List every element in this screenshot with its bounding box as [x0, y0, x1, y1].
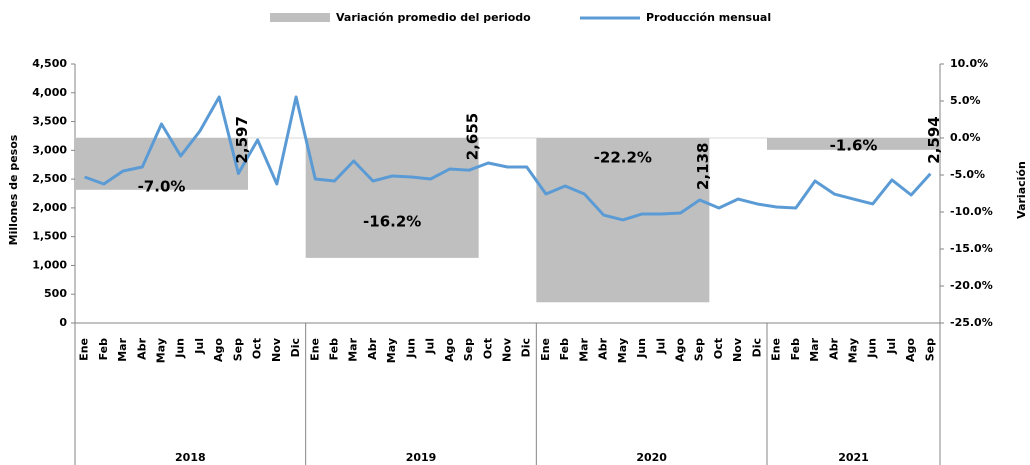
legend-swatch — [270, 13, 330, 22]
x-tick-label: Feb — [558, 338, 571, 361]
x-tick-label: Ago — [674, 338, 687, 362]
y2-tick-label: -20.0% — [950, 279, 993, 292]
x-tick-label: Ene — [78, 338, 91, 361]
x-tick-label: Jun — [866, 338, 879, 359]
y2-tick-label: 5.0% — [950, 94, 981, 107]
x-tick-label: Oct — [481, 338, 494, 359]
line-value-label: 2,655 — [464, 113, 482, 160]
legend-label: Producción mensual — [646, 11, 771, 24]
y-tick-label: 3,000 — [32, 143, 67, 156]
x-tick-label: Abr — [366, 337, 379, 359]
x-tick-label: Jul — [654, 338, 667, 355]
y2-tick-label: -15.0% — [950, 242, 993, 255]
x-tick-label: May — [847, 338, 860, 363]
bar-value-label: -7.0% — [138, 177, 186, 195]
bar — [305, 138, 479, 258]
x-tick-label: Feb — [97, 338, 110, 361]
x-tick-label: Sep — [923, 338, 936, 361]
line-value-label: 2,138 — [694, 142, 712, 189]
x-tick-label: Jun — [404, 338, 417, 359]
y-tick-label: 1,500 — [32, 230, 67, 243]
x-tick-label: Oct — [712, 338, 725, 359]
x-tick-label: Jun — [174, 338, 187, 359]
year-label: 2019 — [406, 451, 437, 464]
x-tick-label: Feb — [328, 338, 341, 361]
year-label: 2018 — [175, 451, 206, 464]
y-tick-label: 2,000 — [32, 201, 67, 214]
x-tick-label: Jul — [193, 338, 206, 355]
x-tick-label: Ago — [443, 338, 456, 362]
x-tick-label: Abr — [827, 337, 840, 359]
x-tick-label: Abr — [597, 337, 610, 359]
x-tick-label: Ene — [770, 338, 783, 361]
bar-value-label: -1.6% — [830, 137, 878, 155]
x-tick-label: Mar — [808, 337, 821, 361]
x-tick-label: Dic — [289, 338, 302, 357]
x-tick-label: Nov — [731, 337, 744, 362]
x-tick-label: Ago — [212, 338, 225, 362]
x-tick-label: Mar — [347, 337, 360, 361]
line-value-label: 2,597 — [233, 116, 251, 163]
y-tick-label: 4,500 — [32, 57, 67, 70]
x-tick-label: Dic — [520, 338, 533, 357]
legend-label: Variación promedio del periodo — [336, 11, 531, 24]
x-tick-label: Ene — [308, 338, 321, 361]
line-series — [84, 95, 932, 222]
x-tick-label: Nov — [270, 337, 283, 362]
x-tick-label: Nov — [501, 337, 514, 362]
y-tick-label: 500 — [44, 287, 67, 300]
year-label: 2021 — [838, 451, 869, 464]
y-tick-label: 2,500 — [32, 172, 67, 185]
y-tick-label: 3,500 — [32, 115, 67, 128]
year-label: 2020 — [636, 451, 667, 464]
x-tick-label: May — [616, 338, 629, 363]
x-tick-label: Jul — [424, 338, 437, 355]
y2-axis-title: Variación — [1015, 161, 1028, 219]
x-tick-label: May — [385, 338, 398, 363]
x-tick-label: Sep — [462, 338, 475, 361]
y-tick-label: 1,000 — [32, 258, 67, 271]
y2-tick-label: 10.0% — [950, 57, 988, 70]
x-tick-label: Jun — [635, 338, 648, 359]
bar-value-label: -16.2% — [363, 212, 421, 230]
y2-tick-label: -25.0% — [950, 316, 993, 329]
y-tick-label: 0 — [59, 316, 67, 329]
y-axis-title: Millones de pesos — [7, 134, 20, 245]
y2-tick-label: -5.0% — [950, 168, 985, 181]
x-tick-label: Jul — [885, 338, 898, 355]
x-tick-label: Ene — [539, 338, 552, 361]
x-tick-label: Ago — [904, 338, 917, 362]
x-tick-label: Mar — [577, 337, 590, 361]
y-tick-label: 4,000 — [32, 86, 67, 99]
x-tick-label: May — [155, 338, 168, 363]
y2-tick-label: 0.0% — [950, 131, 981, 144]
line-value-label: 2,594 — [925, 116, 943, 163]
x-tick-label: Feb — [789, 338, 802, 361]
bar — [767, 138, 940, 150]
x-tick-label: Sep — [231, 338, 244, 361]
x-tick-label: Dic — [750, 338, 763, 357]
y2-tick-label: -10.0% — [950, 205, 993, 218]
x-tick-label: Abr — [135, 337, 148, 359]
x-tick-label: Mar — [116, 337, 129, 361]
x-tick-label: Oct — [251, 338, 264, 359]
bar — [75, 138, 248, 190]
bar-value-label: -22.2% — [594, 149, 652, 167]
x-tick-label: Sep — [693, 338, 706, 361]
